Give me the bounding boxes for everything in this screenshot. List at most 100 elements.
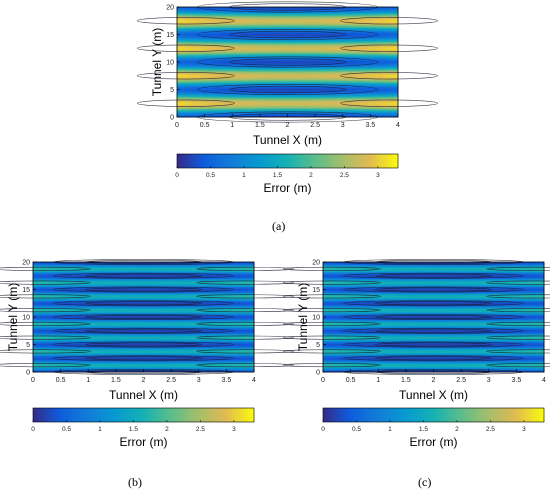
heatmap-cell xyxy=(180,60,185,63)
heatmap-cell xyxy=(206,18,211,20)
heatmap-cell xyxy=(269,90,274,93)
heatmap-cell xyxy=(184,20,189,23)
heatmap-cell xyxy=(246,93,252,96)
heatmap-cell xyxy=(261,12,266,15)
heatmap-cell xyxy=(213,44,218,46)
heatmap-cell xyxy=(265,68,270,71)
heatmap-cell xyxy=(213,15,218,18)
heatmap-cell xyxy=(184,75,189,78)
heatmap-cell xyxy=(217,26,222,29)
heatmap-cell xyxy=(232,78,237,81)
heatmap-cell xyxy=(291,46,296,49)
heatmap-cell xyxy=(258,46,263,49)
heatmap-cell xyxy=(287,8,292,11)
heatmap-cell xyxy=(302,89,307,92)
heatmap-cell xyxy=(320,52,325,55)
heatmap-cell xyxy=(298,100,303,103)
heatmap-cell xyxy=(283,41,288,44)
heatmap-cell xyxy=(294,31,299,34)
heatmap-cell xyxy=(210,15,215,18)
heatmap-cell xyxy=(294,12,299,15)
heatmap-cell xyxy=(188,111,193,114)
heatmap-cell xyxy=(206,9,211,12)
heatmap-cell xyxy=(206,12,211,15)
heatmap-cell xyxy=(195,18,200,20)
heatmap-cell xyxy=(177,49,182,52)
heatmap-cell xyxy=(206,101,211,104)
heatmap-cell xyxy=(224,89,229,92)
heatmap-cell xyxy=(243,77,248,79)
heatmap-cell xyxy=(298,64,303,67)
heatmap-cell xyxy=(298,49,303,52)
heatmap-cell xyxy=(294,100,299,103)
heatmap-cell xyxy=(269,18,274,20)
heatmap-cell xyxy=(302,95,307,97)
heatmap-cell xyxy=(191,62,196,64)
colorbar-cell xyxy=(229,154,233,168)
heatmap-cell xyxy=(210,90,215,93)
heatmap-cell xyxy=(191,110,196,112)
heatmap-cell xyxy=(202,23,207,26)
heatmap-cell xyxy=(261,99,266,101)
heatmap-cell xyxy=(195,7,200,9)
heatmap-cell xyxy=(294,99,299,101)
heatmap-cell xyxy=(180,97,185,100)
heatmap-cell xyxy=(294,106,299,108)
heatmap-cell xyxy=(199,110,204,112)
heatmap-cell xyxy=(258,18,263,20)
heatmap-cell xyxy=(250,55,255,57)
heatmap-cell xyxy=(320,68,325,71)
heatmap-cell xyxy=(287,60,292,63)
heatmap-cell xyxy=(224,12,229,15)
heatmap-cell xyxy=(272,89,277,92)
heatmap-cell xyxy=(320,92,325,95)
heatmap-cell xyxy=(195,40,200,42)
heatmap-cell xyxy=(228,40,233,42)
heatmap-cell xyxy=(287,20,292,23)
heatmap-cell xyxy=(213,71,218,74)
heatmap-cell xyxy=(246,16,252,19)
heatmap-cell xyxy=(309,71,314,74)
heatmap-cell xyxy=(177,15,182,18)
heatmap-cell xyxy=(210,73,215,75)
heatmap-cell xyxy=(320,63,325,66)
heatmap-cell xyxy=(180,33,185,35)
heatmap-cell xyxy=(228,86,233,89)
heatmap-cell xyxy=(243,104,248,107)
heatmap-cell xyxy=(180,18,185,20)
heatmap-cell xyxy=(287,37,292,40)
heatmap-cell xyxy=(291,51,296,53)
heatmap-cell xyxy=(180,29,185,31)
heatmap-cell xyxy=(184,63,189,66)
heatmap-cell xyxy=(195,63,200,66)
heatmap-cell xyxy=(287,110,292,112)
heatmap-cell xyxy=(276,22,281,24)
heatmap-cell xyxy=(184,101,189,104)
heatmap-cell xyxy=(184,53,189,56)
heatmap-cell xyxy=(313,75,318,78)
heatmap-cell xyxy=(243,40,248,42)
heatmap-cell xyxy=(320,13,325,16)
heatmap-cell xyxy=(309,100,314,103)
heatmap-cell xyxy=(269,60,274,63)
heatmap-cell xyxy=(188,15,193,18)
heatmap-cell xyxy=(320,103,325,106)
heatmap-cell xyxy=(272,37,277,40)
heatmap-cell xyxy=(276,78,281,81)
colorbar-tick-label: 2 xyxy=(309,172,313,179)
heatmap-cell xyxy=(228,35,233,38)
heatmap-cell xyxy=(235,110,241,112)
heatmap-cell xyxy=(210,49,215,52)
heatmap-cell xyxy=(239,53,244,56)
heatmap-cell xyxy=(302,82,307,85)
heatmap-cell xyxy=(250,97,255,100)
colorbar-cell xyxy=(257,154,261,168)
heatmap-cell xyxy=(250,26,255,29)
heatmap-cell xyxy=(272,16,277,19)
heatmap-cell xyxy=(254,42,259,45)
heatmap-cell xyxy=(250,34,255,37)
heatmap-cell xyxy=(294,53,299,56)
heatmap-cell xyxy=(305,59,310,62)
heatmap-cell xyxy=(180,108,185,111)
heatmap-cell xyxy=(217,18,222,20)
